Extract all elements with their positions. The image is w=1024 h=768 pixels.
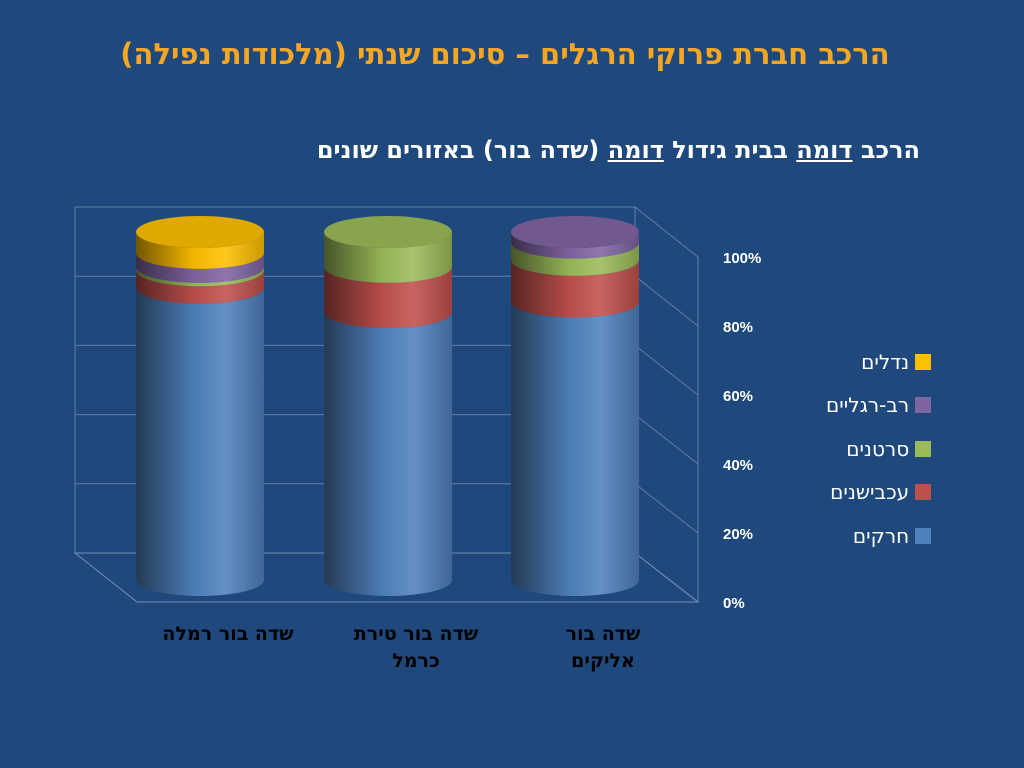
bar-segment (511, 232, 639, 259)
legend-item: סרטנים (826, 427, 932, 471)
legend-swatch (915, 484, 932, 501)
bar-segment (324, 232, 452, 283)
legend-label: סרטנים (846, 436, 910, 461)
x-tick-label: שדה בור רמלה (162, 623, 294, 645)
gridline-side (634, 345, 699, 396)
legend-label: נדלים (861, 349, 910, 374)
cylinder-top (511, 216, 639, 248)
gridline-side (634, 275, 699, 327)
bar-segment (324, 312, 452, 596)
bar-segment (511, 301, 639, 596)
subtitle-part-1: הרכב (852, 136, 920, 164)
cylinder-top (136, 216, 264, 248)
subtitle-part-5: (שדה בור) באזורים שונים (316, 136, 608, 164)
y-tick-label: 80% (723, 319, 753, 336)
bar-segment (324, 266, 452, 329)
cylinder: שדה בור רמלה (136, 216, 294, 645)
y-tick-label: 0% (723, 595, 745, 612)
page-title: הרכב חברת פרוקי הרגלים – סיכום שנתי (מלכ… (120, 37, 890, 71)
y-tick-label: 20% (723, 526, 753, 543)
bar-segment (136, 266, 264, 287)
gridline-side (634, 483, 699, 534)
page-subtitle: הרכב דומה בבית גידול דומה (שדה בור) באזו… (60, 136, 920, 164)
legend-item: חרקים (826, 514, 932, 558)
y-tick-label: 100% (723, 250, 761, 267)
gridline-side (634, 206, 699, 258)
y-axis-ticks: 0% 20% 40% 60% 80% 100% (723, 250, 761, 612)
chart-legend: נדלים רב-רגליים סרטנים עכבישנים חרקים (826, 340, 932, 558)
legend-swatch (915, 527, 932, 544)
legend-swatch (915, 440, 932, 457)
legend-swatch (915, 353, 932, 370)
y-tick-label: 60% (723, 388, 753, 405)
bar-segment (511, 242, 639, 276)
subtitle-part-4: דומה (607, 136, 664, 164)
bar-segment (136, 287, 264, 596)
x-tick-label: שדה בור אליקים (566, 623, 641, 672)
bar-segment (136, 270, 264, 304)
bar-segment (136, 252, 264, 283)
y-tick-label: 40% (723, 457, 753, 474)
cylinder-top (324, 216, 452, 248)
bar-segment (511, 259, 639, 318)
bar-segment (136, 232, 264, 269)
legend-label: חרקים (852, 523, 910, 548)
legend-item: עכבישנים (826, 471, 932, 515)
x-tick-label: שדה בור טירת כרמל (354, 623, 479, 672)
legend-swatch (915, 397, 932, 414)
legend-label: רב-רגליים (826, 393, 910, 418)
gridline-side (634, 414, 699, 465)
legend-label: עכבישנים (830, 480, 910, 505)
legend-item: רב-רגליים (826, 384, 932, 428)
legend-item: נדלים (826, 340, 932, 384)
cylinder: שדה בור טירת כרמל (324, 216, 479, 672)
cylinders: שדה בור רמלה שדה בור טירת כרמל שדה בור אליקי… (136, 216, 641, 672)
subtitle-part-3: בבית גידול (663, 136, 797, 164)
cylinder: שדה בור אליקים (511, 216, 641, 672)
subtitle-part-2: דומה (796, 136, 853, 164)
